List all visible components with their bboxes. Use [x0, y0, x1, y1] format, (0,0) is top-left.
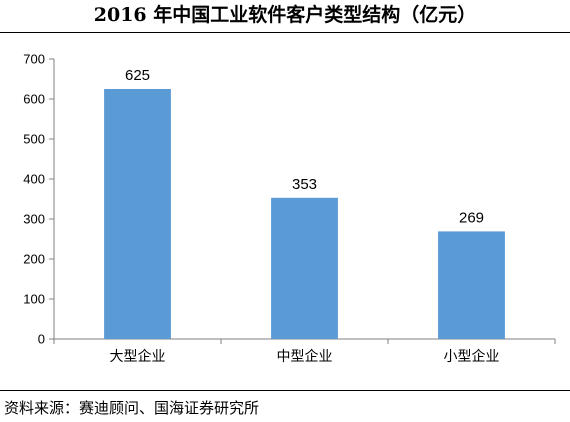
source-divider: [0, 390, 570, 391]
bar: [438, 231, 505, 339]
data-label: 625: [125, 67, 150, 84]
bar: [104, 89, 171, 339]
y-axis: 0 100 200 300 400 500 600 700: [23, 52, 55, 347]
y-tick-label: 100: [23, 292, 45, 307]
title-divider: [0, 32, 570, 33]
y-tick-label: 0: [38, 332, 45, 347]
x-category-label: 小型企业: [444, 348, 500, 364]
x-category-label: 大型企业: [110, 348, 166, 364]
chart-frame: 0 100 200 300 400 500 600 700 大型企业 中型企业 小型企业 625 3…: [0, 44, 570, 379]
data-label: 269: [459, 209, 484, 226]
y-tick-label: 600: [23, 92, 45, 107]
y-tick-label: 700: [23, 52, 45, 67]
source-note: 资料来源：赛迪顾问、国海证券研究所: [4, 399, 260, 417]
x-axis: 大型企业 中型企业 小型企业: [53, 338, 556, 364]
y-tick-label: 300: [23, 212, 45, 227]
bar-chart: 0 100 200 300 400 500 600 700 大型企业 中型企业 小型企业 625 3…: [23, 52, 556, 364]
bar-series: [104, 89, 505, 339]
y-tick-label: 500: [23, 132, 45, 147]
y-tick-label: 400: [23, 172, 45, 187]
data-labels: 625 353 269: [125, 67, 484, 226]
y-tick-label: 200: [23, 252, 45, 267]
x-category-label: 中型企业: [277, 348, 333, 364]
chart-title: 2016 年中国工业软件客户类型结构（亿元）: [93, 4, 477, 26]
data-label: 353: [292, 176, 317, 193]
bar: [271, 197, 338, 339]
